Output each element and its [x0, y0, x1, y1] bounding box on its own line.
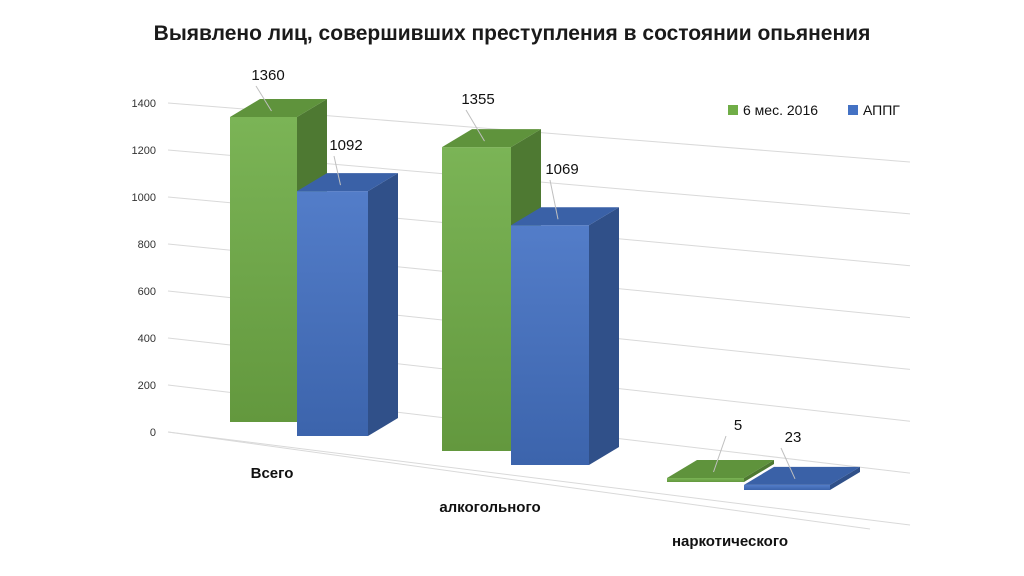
- bar-side: [368, 173, 398, 436]
- gridline: [167, 431, 911, 526]
- data-label: 1092: [329, 137, 362, 154]
- data-labels: 1360 1092 1355 1069 5 23: [251, 67, 802, 480]
- bar: [511, 207, 619, 465]
- data-label: 1355: [461, 91, 494, 108]
- bars: [230, 99, 860, 490]
- chart-title: Выявлено лиц, совершивших преступления в…: [153, 22, 871, 45]
- label-leader: [713, 435, 727, 473]
- legend-label: АППГ: [863, 102, 900, 118]
- legend-swatch: [848, 105, 858, 115]
- bar-side: [744, 460, 774, 482]
- label-leader: [333, 155, 341, 186]
- bar-front: [667, 478, 744, 482]
- bar-side: [830, 466, 860, 490]
- category-label: Всего: [251, 465, 294, 482]
- bar: [744, 466, 860, 490]
- y-tick-label: 800: [138, 239, 156, 251]
- data-label: 5: [734, 417, 742, 434]
- bar-top: [297, 173, 398, 192]
- bar-top: [667, 460, 774, 478]
- floor-line: [167, 431, 871, 530]
- y-tick-label: 0: [150, 427, 156, 439]
- bar-front: [442, 147, 511, 451]
- legend-item: АППГ: [848, 102, 900, 118]
- data-label: 23: [785, 429, 802, 446]
- category-label: алкогольного: [439, 499, 540, 516]
- legend: 6 мес. 2016 АППГ: [728, 102, 900, 118]
- data-label: 1069: [545, 161, 578, 178]
- bar-front: [230, 117, 297, 422]
- y-tick-label: 1200: [132, 145, 156, 157]
- bar-top: [230, 99, 327, 117]
- bar-side: [589, 207, 619, 465]
- y-tick-label: 1400: [132, 98, 156, 110]
- legend-item: 6 мес. 2016: [728, 102, 818, 118]
- bar: [667, 460, 774, 482]
- bar-top: [744, 466, 860, 485]
- bar-top: [442, 129, 541, 148]
- label-leader: [255, 85, 272, 112]
- bar-front: [297, 191, 368, 436]
- y-tick-label: 600: [138, 286, 156, 298]
- y-axis-ticks: 0 200 400 600 800 1000 1200 1400: [132, 98, 156, 439]
- label-leader: [465, 109, 485, 142]
- y-tick-label: 200: [138, 380, 156, 392]
- label-leader: [780, 447, 796, 480]
- data-label: 1360: [251, 67, 284, 84]
- y-tick-label: 400: [138, 333, 156, 345]
- bar-top: [511, 207, 619, 226]
- bar: [297, 173, 398, 436]
- category-label: наркотического: [672, 533, 788, 550]
- bar-front: [744, 484, 830, 490]
- label-leader: [549, 179, 559, 220]
- legend-label: 6 мес. 2016: [743, 102, 818, 118]
- legend-swatch: [728, 105, 738, 115]
- y-tick-label: 1000: [132, 192, 156, 204]
- category-labels: Всего алкогольного наркотического: [251, 465, 788, 550]
- bar-front: [511, 225, 589, 465]
